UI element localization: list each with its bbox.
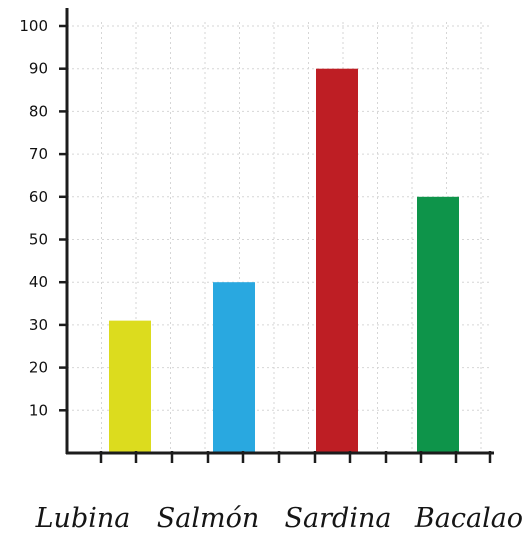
y-tick-label: 100 bbox=[19, 17, 48, 35]
category-label: Lubina bbox=[35, 503, 131, 534]
y-tick-label: 70 bbox=[29, 145, 48, 163]
y-tick-label: 50 bbox=[29, 231, 48, 249]
y-tick-label: 20 bbox=[29, 359, 48, 377]
category-labels: Lubina Salmón Sardina Bacalao bbox=[35, 503, 523, 534]
category-label: Bacalao bbox=[414, 503, 523, 534]
y-tick-label: 60 bbox=[29, 188, 48, 206]
y-tick-label: 80 bbox=[29, 102, 48, 120]
y-tick-label: 90 bbox=[29, 60, 48, 78]
bar-sardina bbox=[316, 68, 358, 453]
y-tick-label: 30 bbox=[29, 316, 48, 334]
category-label: Sardina bbox=[285, 503, 392, 534]
y-tick-label: 10 bbox=[29, 401, 48, 419]
y-tick-label: 40 bbox=[29, 273, 48, 291]
bar-bacalao bbox=[417, 196, 459, 454]
bar-salmon bbox=[213, 282, 255, 453]
bar-lubina bbox=[109, 320, 151, 453]
grid-lines bbox=[67, 22, 492, 453]
y-tick-labels: 10 20 30 40 50 60 70 80 90 100 bbox=[19, 17, 48, 419]
category-label: Salmón bbox=[157, 503, 259, 534]
bars bbox=[109, 68, 459, 454]
x-tick-marks bbox=[99, 451, 492, 463]
axes bbox=[59, 8, 494, 463]
